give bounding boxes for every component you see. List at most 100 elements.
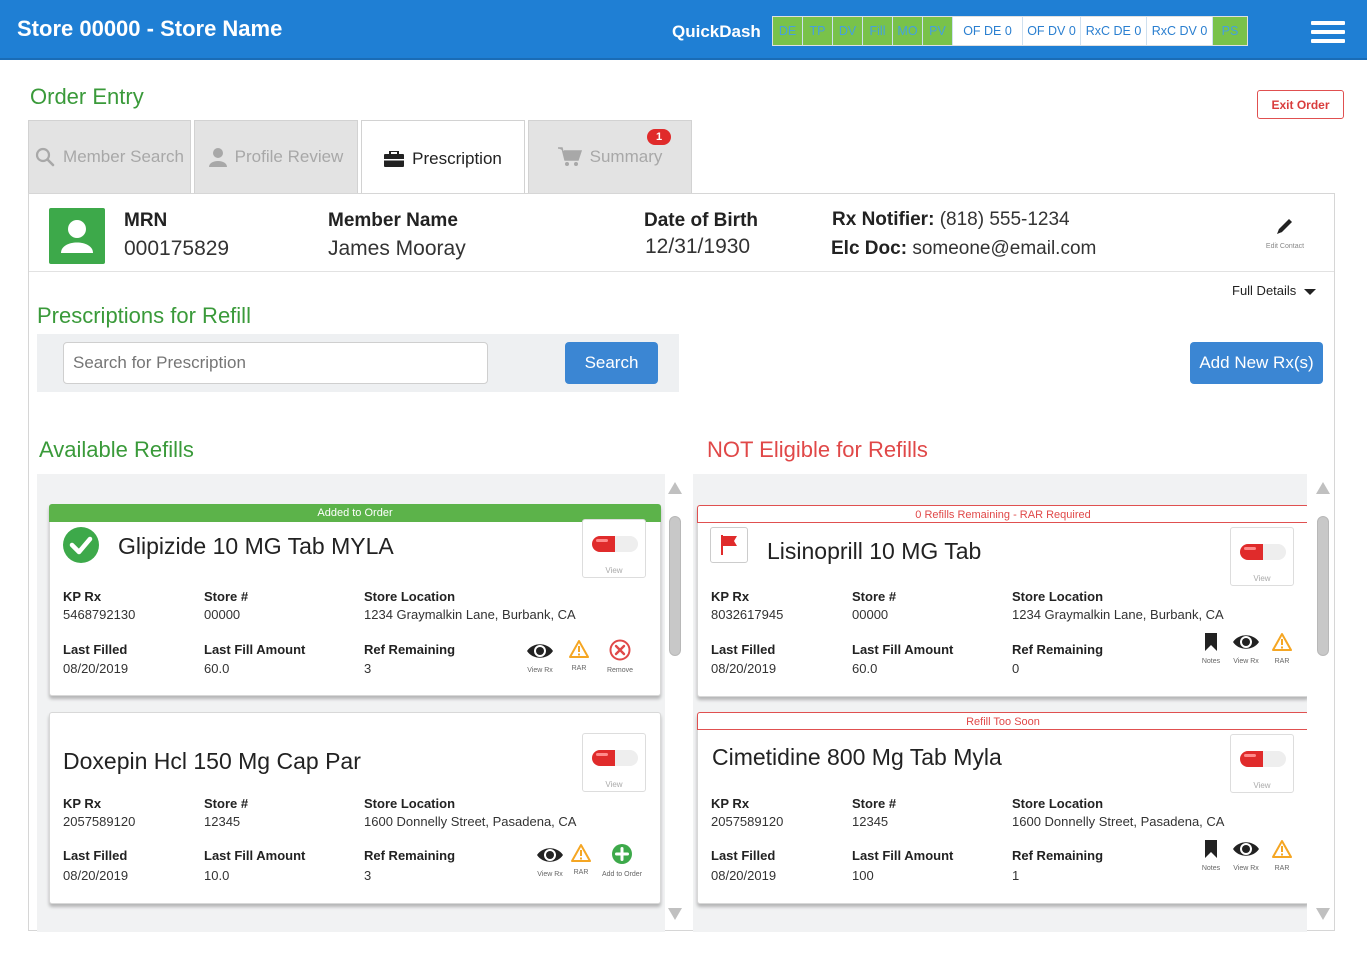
last-fill-amount-value: 60.0 <box>852 661 878 676</box>
rx-card: Doxepin Hcl 150 Mg Cap Par View KP Rx 20… <box>49 712 661 904</box>
last-filled-label: Last Filled <box>711 642 776 657</box>
rar-button[interactable]: RAR <box>1269 632 1295 665</box>
tab-profile-review[interactable]: Profile Review <box>194 120 358 194</box>
warning-icon <box>571 844 591 862</box>
view-label: View <box>1253 574 1271 583</box>
tab-summary[interactable]: Summary 1 <box>528 120 692 194</box>
quickdash-item-rxc-dv[interactable]: RxC DV 0 <box>1147 17 1213 45</box>
full-details-toggle[interactable]: Full Details <box>1232 283 1317 298</box>
ref-remaining-value: 1 <box>1012 868 1020 883</box>
quickdash-item-mo[interactable]: MO <box>893 17 923 45</box>
quickdash-item-of-de[interactable]: OF DE 0 <box>953 17 1023 45</box>
view-drug-button[interactable]: View <box>1230 527 1294 586</box>
avatar <box>49 208 105 264</box>
rar-button[interactable]: RAR <box>568 843 594 876</box>
last-fill-amount-value: 10.0 <box>204 868 230 883</box>
quickdash-item-rxc-de[interactable]: RxC DE 0 <box>1081 17 1147 45</box>
exit-order-button[interactable]: Exit Order <box>1257 90 1344 119</box>
edit-contact-button[interactable]: Edit Contact <box>1261 216 1309 250</box>
view-rx-button[interactable]: View Rx <box>522 641 558 674</box>
quickdash-item-ps[interactable]: PS <box>1213 17 1247 45</box>
view-rx-button[interactable]: View Rx <box>1229 839 1263 872</box>
last-filled-value: 08/20/2019 <box>63 868 129 883</box>
card-status-banner: Added to Order <box>49 504 661 522</box>
quickdash-item-fill[interactable]: Fill <box>863 17 893 45</box>
last-filled-value: 08/20/2019 <box>711 868 777 883</box>
quickdash-item-of-dv[interactable]: OF DV 0 <box>1023 17 1081 45</box>
store-location-value: 1600 Donnelly Street, Pasadena, CA <box>364 814 577 829</box>
search-icon <box>35 147 55 167</box>
prescription-search-input[interactable] <box>63 342 488 384</box>
view-drug-button[interactable]: View <box>582 733 646 792</box>
last-fill-amount-value: 60.0 <box>204 661 230 676</box>
drug-name: Doxepin Hcl 150 Mg Cap Par <box>63 748 361 774</box>
store-number-value: 00000 <box>204 607 241 622</box>
bookmark-icon <box>1205 633 1217 651</box>
prescription-search-bar: Search <box>37 334 679 392</box>
rx-card: Refill Too Soon Cimetidine 800 Mg Tab My… <box>697 712 1307 904</box>
not-eligible-title: NOT Eligible for Refills <box>707 437 928 462</box>
elc-doc-label: Elc Doc: <box>831 238 908 259</box>
remove-button[interactable]: Remove <box>602 639 638 674</box>
tab-prescription[interactable]: Prescription <box>361 120 525 196</box>
dob-label: Date of Birth <box>644 210 758 231</box>
last-filled-value: 08/20/2019 <box>711 661 777 676</box>
top-bar: Store 00000 - Store Name QuickDash DE TP… <box>0 0 1367 60</box>
rar-button[interactable]: RAR <box>1269 839 1295 872</box>
rx-notifier-label: Rx Notifier: <box>832 209 935 230</box>
notes-button[interactable]: Notes <box>1198 839 1224 872</box>
scroll-down-icon <box>668 908 682 920</box>
ref-remaining-label: Ref Remaining <box>364 848 456 863</box>
view-drug-button[interactable]: View <box>1230 734 1294 793</box>
store-location-label: Store Location <box>1012 589 1104 604</box>
search-button[interactable]: Search <box>565 342 658 384</box>
available-refills-title: Available Refills <box>39 437 194 462</box>
notes-button[interactable]: Notes <box>1198 632 1224 665</box>
hamburger-menu-icon[interactable] <box>1311 21 1345 43</box>
store-title: Store 00000 - Store Name <box>17 16 283 41</box>
store-number-value: 12345 <box>852 814 889 829</box>
mrn-value: 000175829 <box>124 237 230 260</box>
rar-button[interactable]: RAR <box>566 639 592 672</box>
last-filled-label: Last Filled <box>63 848 128 863</box>
page-title: Order Entry <box>30 84 144 109</box>
tab-member-search[interactable]: Member Search <box>28 120 191 194</box>
last-filled-value: 08/20/2019 <box>63 661 129 676</box>
store-location-label: Store Location <box>364 589 456 604</box>
view-rx-button[interactable]: View Rx <box>1229 632 1263 665</box>
quickdash-item-tp[interactable]: TP <box>803 17 833 45</box>
check-circle-icon <box>63 527 99 568</box>
store-location-value: 1600 Donnelly Street, Pasadena, CA <box>1012 814 1225 829</box>
ref-remaining-value: 0 <box>1012 661 1020 676</box>
last-fill-amount-label: Last Fill Amount <box>204 642 306 657</box>
quickdash-item-dv[interactable]: DV <box>833 17 863 45</box>
not-eligible-list-scrollbar[interactable] <box>1314 476 1332 926</box>
available-list-scrollbar[interactable] <box>666 476 684 926</box>
scroll-up-icon <box>668 482 682 494</box>
kp-rx-label: KP Rx <box>711 589 750 604</box>
scroll-down-icon <box>1316 908 1330 920</box>
last-filled-label: Last Filled <box>711 848 776 863</box>
warning-icon <box>1272 633 1292 651</box>
pill-icon <box>1240 544 1286 560</box>
available-refills-list: Added to Order Glipizide 10 MG Tab MYLA … <box>37 474 665 932</box>
kp-rx-label: KP Rx <box>711 796 750 811</box>
add-new-rx-button[interactable]: Add New Rx(s) <box>1190 342 1323 384</box>
store-number-label: Store # <box>852 589 897 604</box>
drug-name: Cimetidine 800 Mg Tab Myla <box>712 744 1002 770</box>
kp-rx-label: KP Rx <box>63 589 102 604</box>
view-drug-button[interactable]: View <box>582 519 646 578</box>
store-number-value: 00000 <box>852 607 889 622</box>
drug-name: Lisinoprill 10 MG Tab <box>767 538 982 564</box>
quickdash-item-de[interactable]: DE <box>773 17 803 45</box>
ref-remaining-value: 3 <box>364 661 372 676</box>
view-rx-button[interactable]: View Rx <box>532 845 568 878</box>
last-filled-label: Last Filled <box>63 642 128 657</box>
quickdash-item-pv[interactable]: PV <box>923 17 953 45</box>
add-to-order-button[interactable]: Add to Order <box>598 843 646 878</box>
flag-icon <box>710 527 748 563</box>
tab-label: Prescription <box>412 148 502 168</box>
full-details-label: Full Details <box>1232 283 1297 298</box>
view-label: View <box>605 780 623 789</box>
member-name-value: James Mooray <box>328 237 466 260</box>
